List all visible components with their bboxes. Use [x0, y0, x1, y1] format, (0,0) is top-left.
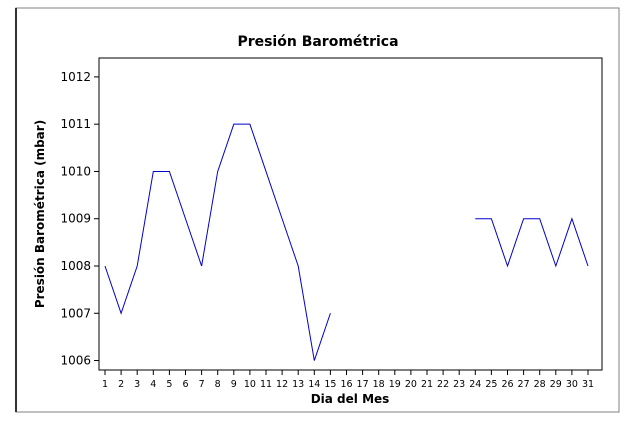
x-tick-label: 13: [292, 379, 304, 390]
y-tick-label: 1006: [60, 354, 91, 368]
data-point: [233, 123, 235, 125]
x-tick-label: 3: [134, 379, 140, 390]
data-point: [522, 218, 524, 220]
data-point: [200, 265, 202, 267]
y-tick-label: 1011: [60, 117, 91, 131]
y-tick-label: 1010: [60, 164, 91, 178]
x-tick-label: 21: [421, 379, 433, 390]
y-tick-label: 1009: [60, 212, 91, 226]
series-line: [104, 123, 589, 361]
x-tick-label: 17: [357, 379, 369, 390]
x-axis-label: Dia del Mes: [311, 392, 390, 406]
x-tick-label: 1: [102, 379, 108, 390]
x-tick-label: 24: [469, 379, 481, 390]
x-tick-label: 8: [215, 379, 221, 390]
data-point: [571, 218, 573, 220]
x-tick-label: 5: [166, 379, 172, 390]
chart-title: Presión Barométrica: [237, 34, 398, 50]
x-tick-label: 31: [582, 379, 594, 390]
data-point: [329, 312, 331, 314]
x-tick-label: 29: [550, 379, 562, 390]
data-point: [168, 170, 170, 172]
y-tick-label: 1012: [60, 70, 91, 84]
y-tick-label: 1007: [60, 306, 91, 320]
data-point: [587, 265, 589, 267]
x-tick-label: 18: [373, 379, 385, 390]
data-point: [313, 359, 315, 361]
data-point: [281, 218, 283, 220]
y-axis-label: Presión Barométrica (mbar): [33, 120, 47, 308]
x-tick-label: 23: [453, 379, 465, 390]
x-tick-label: 6: [182, 379, 188, 390]
x-axis: 1 2 3 4 5 6 7 8 9 10 11 12 13 14 15 16 17 18 19 20 21 22 23 24 2…: [102, 370, 594, 390]
x-tick-label: 25: [485, 379, 497, 390]
x-tick-label: 9: [231, 379, 237, 390]
data-point: [490, 218, 492, 220]
x-tick-label: 20: [405, 379, 417, 390]
x-tick-label: 16: [340, 379, 352, 390]
x-tick-label: 28: [534, 379, 546, 390]
data-point: [539, 218, 541, 220]
data-point: [474, 218, 476, 220]
data-point: [217, 170, 219, 172]
data-point: [249, 123, 251, 125]
x-tick-label: 27: [518, 379, 530, 390]
data-point: [506, 265, 508, 267]
x-tick-label: 22: [437, 379, 449, 390]
x-tick-label: 10: [244, 379, 256, 390]
x-tick-label: 19: [389, 379, 401, 390]
data-point: [184, 218, 186, 220]
x-tick-label: 12: [276, 379, 288, 390]
series-group: [104, 123, 589, 361]
x-tick-label: 11: [260, 379, 272, 390]
data-point: [297, 265, 299, 267]
x-tick-label: 4: [150, 379, 156, 390]
data-point: [152, 170, 154, 172]
y-axis: 1006 1007 1008 1009 1010 1011 1012: [60, 70, 99, 368]
x-tick-label: 14: [308, 379, 320, 390]
data-point: [120, 312, 122, 314]
x-tick-label: 15: [324, 379, 336, 390]
x-tick-label: 26: [501, 379, 513, 390]
plot-area: [98, 57, 603, 371]
data-point: [136, 265, 138, 267]
data-point: [555, 265, 557, 267]
x-tick-label: 30: [566, 379, 578, 390]
data-point: [104, 265, 106, 267]
y-tick-label: 1008: [60, 259, 91, 273]
x-tick-label: 7: [199, 379, 205, 390]
data-point: [265, 170, 267, 172]
x-tick-label: 2: [118, 379, 124, 390]
